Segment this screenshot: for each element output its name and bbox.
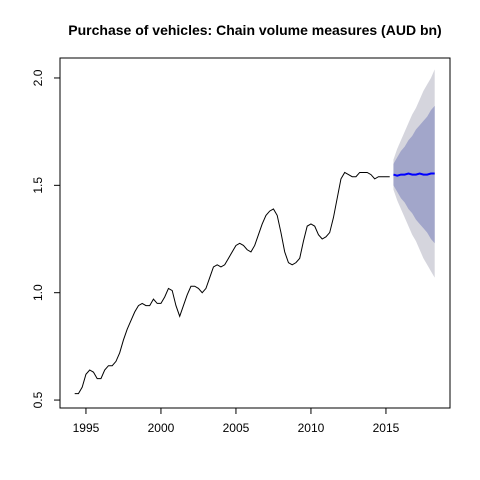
y-tick-label: 2.0 xyxy=(31,69,45,86)
plot-frame xyxy=(59,57,451,409)
x-tick-label: 2010 xyxy=(298,421,325,435)
chart-title: Purchase of vehicles: Chain volume measu… xyxy=(68,22,441,38)
x-tick-label: 2005 xyxy=(223,421,250,435)
series-line xyxy=(74,171,390,395)
x-tick-label: 1995 xyxy=(73,421,100,435)
y-tick-label: 0.5 xyxy=(31,391,45,408)
x-tick-label: 2000 xyxy=(148,421,175,435)
y-tick-label: 1.0 xyxy=(31,284,45,301)
forecast-line xyxy=(393,172,435,177)
x-tick-label: 2015 xyxy=(373,421,400,435)
y-tick-label: 1.5 xyxy=(31,177,45,194)
